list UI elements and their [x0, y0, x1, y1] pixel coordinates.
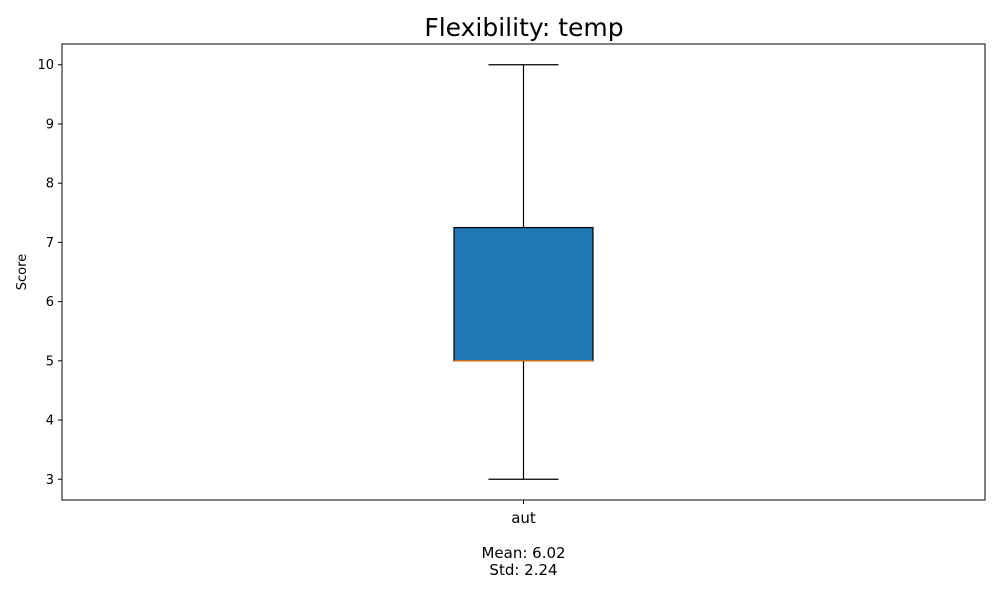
- y-tick-label: 6: [46, 295, 54, 310]
- x-axis-ticks: aut: [511, 500, 536, 527]
- y-axis-label: Score: [15, 254, 30, 290]
- box-iqr: [453, 226, 594, 362]
- y-tick-label: 3: [46, 473, 54, 488]
- y-axis-ticks: 3 4 5 6 7 8 9 10: [37, 58, 62, 488]
- y-tick-label: 5: [46, 354, 54, 369]
- y-tick-label: 4: [46, 414, 54, 429]
- box-group: [453, 64, 594, 480]
- y-tick-label: 7: [46, 236, 54, 251]
- chart-title: Flexibility: temp: [424, 13, 623, 42]
- y-tick-label: 9: [46, 117, 54, 132]
- y-tick-label: 10: [37, 58, 54, 73]
- y-tick-label: 8: [46, 177, 54, 192]
- std-text: Std: 2.24: [489, 561, 557, 579]
- x-tick-label: aut: [511, 509, 536, 527]
- mean-text: Mean: 6.02: [481, 544, 565, 562]
